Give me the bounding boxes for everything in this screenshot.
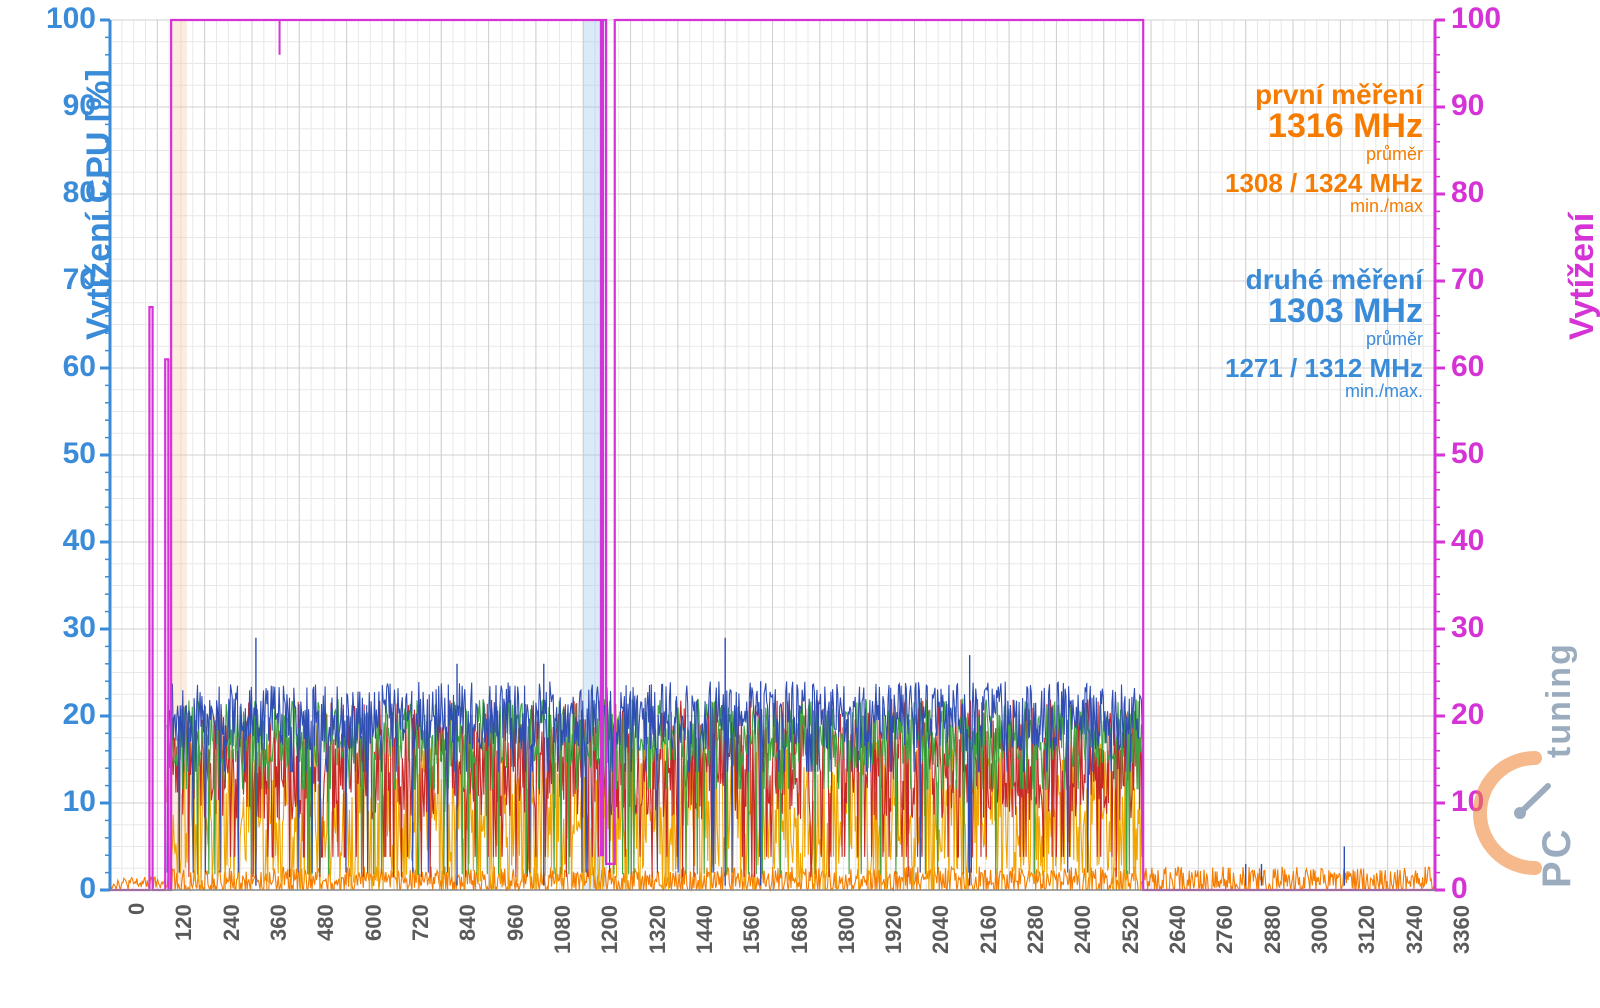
y-right-tick: 80	[1451, 176, 1484, 210]
legend-range-sub: min./max.	[1225, 382, 1423, 401]
x-tick: 3120	[1350, 905, 1380, 954]
x-tick: 720	[404, 904, 434, 941]
x-tick: 360	[262, 904, 292, 941]
x-tick: 1920	[877, 905, 907, 954]
y-left-tick: 40	[63, 524, 96, 558]
y-left-tick: 100	[46, 2, 96, 36]
x-tick: 2040	[924, 905, 954, 954]
legend-range: 1308 / 1324 MHz	[1225, 170, 1423, 197]
y-left-tick: 20	[63, 698, 96, 732]
legend-value-sub: průměr	[1225, 145, 1423, 164]
y-left-tick: 30	[63, 611, 96, 645]
x-tick: 2520	[1114, 905, 1144, 954]
x-tick: 1680	[783, 905, 813, 954]
legend-heading: druhé měření	[1225, 265, 1423, 294]
legend-range-sub: min./max	[1225, 197, 1423, 216]
chart-container: Vytížení CPU Vytížení CPU [%] Vytížení G…	[0, 0, 1600, 1008]
legend-range: 1271 / 1312 MHz	[1225, 355, 1423, 382]
y-left-tick: 10	[63, 785, 96, 819]
x-tick: 1200	[593, 905, 623, 954]
x-tick: 2280	[1019, 905, 1049, 954]
y-left-tick: 80	[63, 176, 96, 210]
y-left-tick: 0	[79, 872, 96, 906]
x-tick: 1320	[641, 905, 671, 954]
x-tick: 840	[451, 904, 481, 941]
x-tick: 3000	[1303, 905, 1333, 954]
x-tick: 0	[120, 903, 150, 915]
legend-block: první měření1316 MHzprůměr 1308 / 1324 MH…	[1225, 80, 1423, 216]
x-tick: 960	[499, 904, 529, 941]
y-left-tick: 50	[63, 437, 96, 471]
svg-text:tuning: tuning	[1540, 642, 1578, 758]
x-tick: 1800	[830, 905, 860, 954]
x-tick: 480	[309, 904, 339, 941]
x-tick: 1440	[688, 905, 718, 954]
y-right-tick: 100	[1451, 2, 1501, 36]
x-tick: 240	[215, 904, 245, 941]
legend-value: 1303 MHz	[1225, 294, 1423, 330]
y-right-tick: 50	[1451, 437, 1484, 471]
svg-text:PC: PC	[1535, 826, 1579, 888]
y-right-tick: 70	[1451, 263, 1484, 297]
x-tick: 3240	[1398, 905, 1428, 954]
legend-heading: první měření	[1225, 80, 1423, 109]
y-right-tick: 90	[1451, 89, 1484, 123]
x-tick: 3360	[1445, 905, 1475, 954]
legend-block: druhé měření1303 MHzprůměr 1271 / 1312 MH…	[1225, 265, 1423, 401]
x-tick: 1080	[546, 905, 576, 954]
legend-value-sub: průměr	[1225, 330, 1423, 349]
watermark-logo: tuning PC	[1430, 608, 1590, 908]
y-left-tick: 70	[63, 263, 96, 297]
x-tick: 2160	[972, 905, 1002, 954]
y-left-tick: 60	[63, 350, 96, 384]
x-tick: 2760	[1208, 905, 1238, 954]
x-tick: 2880	[1256, 905, 1286, 954]
y-right-tick: 40	[1451, 524, 1484, 558]
legend-value: 1316 MHz	[1225, 109, 1423, 145]
x-tick: 1560	[735, 905, 765, 954]
x-tick: 120	[167, 904, 197, 941]
y-left-tick: 90	[63, 89, 96, 123]
y-right-tick: 60	[1451, 350, 1484, 384]
x-tick: 2400	[1066, 905, 1096, 954]
x-tick: 600	[357, 904, 387, 941]
x-tick: 2640	[1161, 905, 1191, 954]
